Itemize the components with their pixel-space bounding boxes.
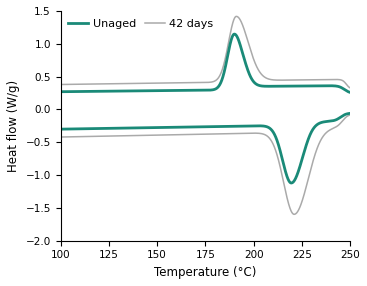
X-axis label: Temperature (°C): Temperature (°C) xyxy=(154,266,257,279)
Legend: Unaged, 42 days: Unaged, 42 days xyxy=(66,17,216,31)
Y-axis label: Heat flow (W/g): Heat flow (W/g) xyxy=(7,80,20,172)
